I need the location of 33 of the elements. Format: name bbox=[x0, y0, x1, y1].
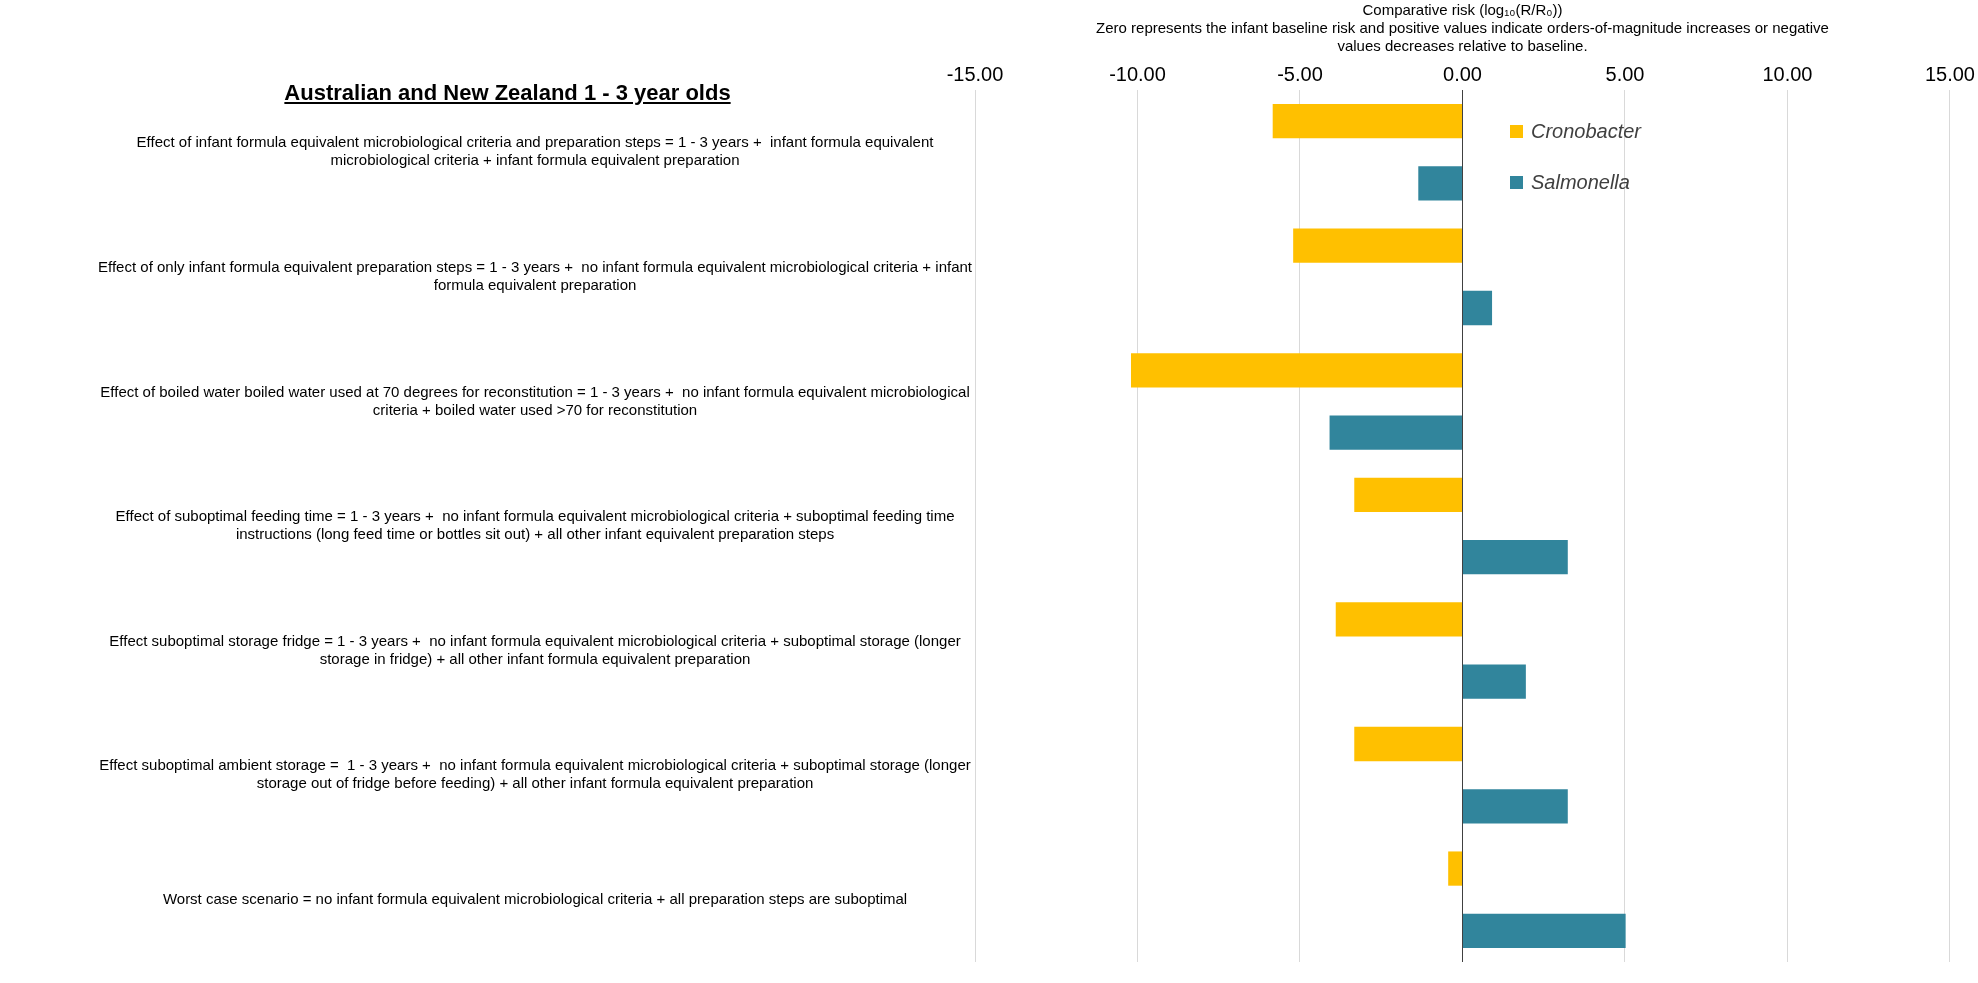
x-tick-label: -5.00 bbox=[1277, 62, 1323, 85]
bar bbox=[1354, 477, 1462, 512]
y-tick-label: Effect of only infant formula equivalent preparation steps = 1 - 3 years + no infant formula equivalent microbiological criteria + infant formula equivalent preparation bbox=[98, 258, 973, 293]
x-axis-title: Comparative risk (log₁₀(R/R₀)) bbox=[1362, 1, 1563, 19]
x-tick-label: 10.00 bbox=[1762, 62, 1813, 85]
bar bbox=[1462, 913, 1626, 948]
y-tick-label: Effect of suboptimal feeding time = 1 - 3 years + no infant formula equivalent microbiological criteria + suboptimal feeding time instructions (long feed time or bottles sit out) + all other infant equivalent preparation steps bbox=[115, 507, 955, 543]
bar bbox=[1131, 353, 1462, 388]
bar bbox=[1462, 664, 1526, 699]
bar bbox=[1293, 228, 1462, 263]
bar bbox=[1418, 166, 1462, 201]
y-tick-label: Effect suboptimal ambient storage = 1 - 3 years + no infant formula equivalent microbiological criteria + suboptimal storage (longer storage out of fridge before feeding) + all other infant formula equivalent preparation bbox=[99, 756, 971, 792]
y-tick-label: Effect of boiled water boiled water used at 70 degrees for reconstitution = 1 - 3 years + no infant formula equivalent microbiological criteria + boiled water used >70 for reconstitution bbox=[100, 382, 970, 418]
legend-label: Cronobacter bbox=[1530, 120, 1642, 143]
x-tick-label: 15.00 bbox=[1924, 62, 1976, 85]
bar bbox=[1335, 602, 1462, 637]
x-tick-label: -15.00 bbox=[946, 62, 1004, 85]
y-tick-label: Worst case scenario = no infant formula equivalent microbiological criteria + all preparation steps are suboptimal bbox=[162, 889, 908, 907]
bar bbox=[1462, 540, 1568, 575]
bar bbox=[1272, 104, 1462, 139]
y-tick-label: Effect suboptimal storage fridge = 1 - 3 years + no infant formula equivalent microbiological criteria + suboptimal storage (longer storage in fridge) + all other infant formula equivalent preparation bbox=[109, 631, 961, 667]
bar bbox=[1354, 726, 1462, 762]
text: Zero represents the infant baseline risk and positive values indicate orders-of-magnitude increases or negative values decreases relative to baseline. bbox=[1096, 19, 1829, 55]
bar bbox=[1462, 789, 1568, 824]
y-tick-label: Effect of infant formula equivalent microbiological criteria and preparation steps = 1 - 3 years + infant formula equivalent microbiological criteria + infant formula equivalent preparation bbox=[136, 133, 935, 169]
bar bbox=[1448, 851, 1462, 886]
bar bbox=[1329, 415, 1462, 450]
x-tick-label: 0.00 bbox=[1443, 62, 1482, 85]
legend-label: Salmonella bbox=[1530, 171, 1630, 194]
x-tick-label: -10.00 bbox=[1109, 62, 1166, 85]
bar bbox=[1462, 290, 1493, 326]
x-tick-label: 5.00 bbox=[1605, 62, 1645, 85]
text: Australian and New Zealand 1 - 3 year olds bbox=[284, 80, 731, 106]
